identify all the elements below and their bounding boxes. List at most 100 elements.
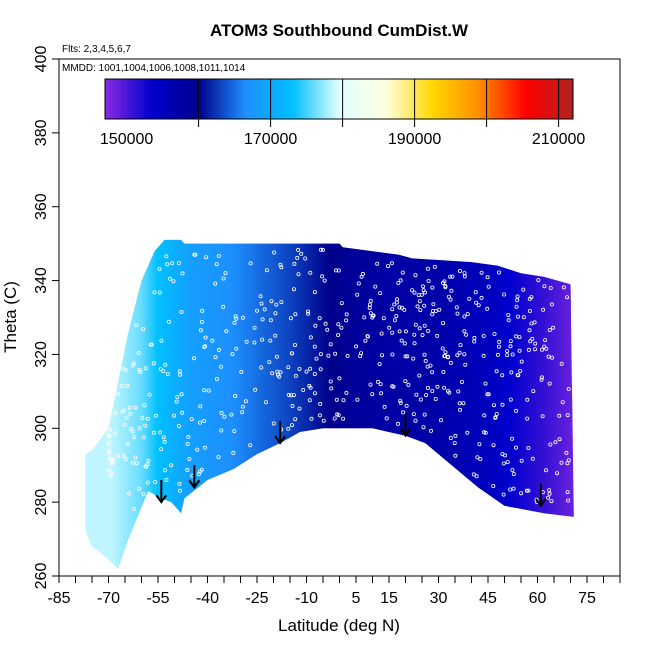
- sample-point: [231, 450, 236, 455]
- sample-point: [442, 279, 447, 284]
- sample-point: [219, 410, 224, 415]
- heatmap-cell: [346, 239, 349, 569]
- heatmap-cell: [154, 239, 157, 569]
- heatmap-cell: [181, 239, 184, 569]
- colorbar-swatch: [324, 79, 329, 119]
- sample-point: [259, 365, 264, 370]
- sample-point: [214, 376, 219, 381]
- sample-point: [318, 367, 323, 372]
- sample-point: [234, 346, 239, 351]
- colorbar-frame: [104, 78, 574, 120]
- heatmap-cell: [390, 239, 393, 569]
- sample-point: [291, 287, 296, 292]
- colorbar-swatch: [169, 79, 174, 119]
- sample-point: [286, 365, 291, 370]
- heatmap-cell: [268, 239, 271, 569]
- heatmap-cell: [266, 239, 270, 569]
- sample-point: [509, 370, 514, 375]
- sample-point: [140, 416, 145, 421]
- heatmap-cell: [227, 239, 230, 569]
- colorbar-swatch: [436, 79, 441, 119]
- sample-point: [397, 329, 402, 334]
- heatmap-cell: [530, 239, 534, 569]
- heatmap-cell: [225, 239, 228, 569]
- sample-point: [453, 433, 458, 438]
- heatmap-cell: [555, 239, 558, 569]
- sample-point: [127, 405, 132, 410]
- heatmap-cell: [540, 239, 544, 569]
- heatmap-cell: [215, 239, 218, 569]
- sample-point: [254, 308, 259, 313]
- sample-point: [424, 393, 429, 398]
- sample-point: [279, 300, 284, 305]
- colorbar-swatch: [299, 79, 304, 119]
- sample-point: [335, 412, 340, 417]
- sample-point: [136, 350, 141, 355]
- colorbar-tick-label: 190000: [388, 131, 441, 148]
- colorbar-swatch: [335, 79, 340, 119]
- colorbar-swatch: [497, 79, 502, 119]
- sample-point: [553, 440, 558, 445]
- heatmap-cell: [438, 239, 441, 569]
- heatmap-cell: [217, 239, 220, 569]
- heatmap-cell: [186, 239, 189, 569]
- sample-point: [158, 367, 163, 372]
- colorbar-swatch: [310, 79, 315, 119]
- sample-point: [202, 445, 207, 450]
- heatmap-cell: [161, 239, 164, 569]
- sample-point: [417, 299, 422, 304]
- heatmap-cell: [433, 239, 436, 569]
- colorbar-swatch: [389, 79, 394, 119]
- heatmap-cell: [347, 239, 350, 569]
- sample-point: [378, 382, 383, 387]
- sample-point: [462, 329, 467, 334]
- sample-point: [318, 247, 323, 252]
- sample-point: [148, 342, 153, 347]
- sample-point: [548, 442, 553, 447]
- heatmap-cell: [552, 239, 555, 569]
- heatmap-cell: [570, 239, 573, 569]
- sample-point: [378, 291, 383, 296]
- heatmap-cell: [156, 239, 159, 569]
- sample-point: [141, 492, 146, 497]
- colorbar-swatch: [403, 79, 408, 119]
- sample-point: [528, 339, 533, 344]
- heatmap-cell: [426, 239, 430, 569]
- colorbar-swatch: [465, 79, 470, 119]
- sample-point: [551, 325, 556, 330]
- sample-point: [521, 287, 526, 292]
- sample-point: [171, 279, 176, 284]
- sample-point: [125, 383, 130, 388]
- sample-point: [325, 327, 330, 332]
- sample-point: [354, 344, 359, 349]
- sample-point: [406, 382, 411, 387]
- sample-point: [530, 456, 535, 461]
- colorbar-swatch: [533, 79, 538, 119]
- colorbar-swatch: [421, 79, 426, 119]
- heatmap-cell: [420, 239, 423, 569]
- colorbar-swatch: [504, 79, 509, 119]
- sample-point: [344, 390, 349, 395]
- heatmap-cell: [303, 239, 306, 569]
- sample-point: [417, 373, 422, 378]
- heatmap-cell: [233, 239, 237, 569]
- sample-point: [297, 366, 302, 371]
- heatmap-cell: [440, 239, 443, 569]
- sample-point: [165, 262, 170, 267]
- sample-point: [565, 461, 570, 466]
- colorbar-swatch: [439, 79, 444, 119]
- colorbar-swatch: [137, 79, 142, 119]
- sample-point: [174, 399, 179, 404]
- heatmap-cell: [212, 239, 215, 569]
- colorbar-swatch: [342, 79, 347, 119]
- sample-point: [213, 281, 218, 286]
- colorbar-swatch: [346, 79, 351, 119]
- heatmap-cell: [313, 239, 316, 569]
- colorbar-swatch: [486, 79, 491, 119]
- heatmap-cell: [354, 239, 357, 569]
- heatmap-cell: [362, 239, 365, 569]
- colorbar-tick-label: 170000: [244, 131, 297, 148]
- sample-point: [290, 403, 295, 408]
- heatmap-cell: [364, 239, 367, 569]
- sample-point: [145, 416, 150, 421]
